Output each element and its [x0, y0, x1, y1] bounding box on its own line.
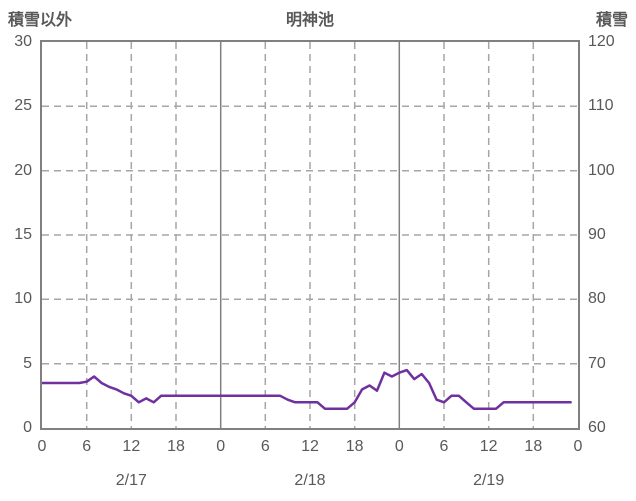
x-axis-day-label: 2/17	[115, 472, 147, 489]
x-axis-hour-tick: 12	[479, 438, 498, 455]
left-axis-tick: 10	[14, 290, 32, 308]
right-axis-title: 積雪	[595, 12, 628, 29]
right-axis-tick: 70	[588, 354, 606, 372]
x-axis-hour-tick: 0	[216, 438, 226, 455]
left-axis-tick: 15	[14, 226, 32, 243]
x-axis-hour-tick: 18	[524, 438, 543, 455]
right-axis-tick: 80	[588, 290, 606, 308]
x-axis-hour-tick: 0	[37, 438, 47, 455]
x-axis-day-label: 2/19	[473, 472, 505, 489]
left-axis-tick: 5	[23, 354, 32, 372]
x-axis-hour-tick: 12	[301, 438, 319, 455]
right-axis-tick: 110	[588, 97, 614, 115]
x-axis-hour-tick: 12	[122, 438, 141, 455]
x-axis-hour-tick: 6	[260, 438, 270, 455]
right-axis-tick: 100	[588, 161, 615, 179]
right-axis-tick: 120	[588, 33, 615, 50]
x-axis-hour-tick: 0	[394, 438, 404, 455]
right-axis-tick: 90	[588, 226, 606, 243]
left-axis-tick: 30	[14, 33, 32, 50]
left-axis-tick: 20	[14, 161, 32, 179]
x-axis-day-label: 2/18	[294, 472, 326, 489]
left-axis-tick: 0	[23, 419, 32, 436]
left-axis-tick: 25	[14, 97, 32, 115]
left-axis-title: 積雪以外	[8, 12, 73, 29]
line-chart-svg	[42, 42, 578, 428]
x-axis-hour-tick: 6	[82, 438, 92, 455]
x-axis-hour-tick: 18	[345, 438, 364, 455]
chart-title: 明神池	[285, 12, 334, 29]
x-axis-hour-tick: 0	[573, 438, 583, 455]
plot-area	[40, 40, 580, 430]
right-axis-tick: 60	[588, 419, 606, 436]
x-axis-hour-tick: 6	[439, 438, 449, 455]
x-axis-hour-tick: 18	[167, 438, 185, 455]
